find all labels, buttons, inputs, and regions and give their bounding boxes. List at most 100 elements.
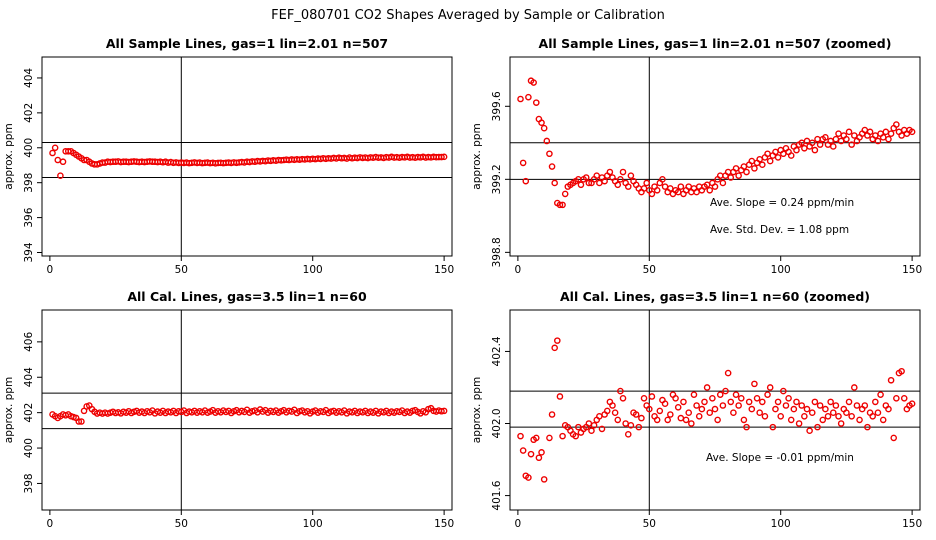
- data-point: [845, 398, 853, 406]
- y-tick-label: 400: [23, 438, 35, 458]
- data-point: [653, 186, 661, 194]
- data-point: [816, 141, 824, 148]
- data-point: [698, 405, 706, 413]
- data-point: [551, 179, 558, 187]
- y-tick-label: 398: [23, 173, 35, 193]
- y-tick-label: 404: [23, 367, 35, 387]
- data-point: [774, 398, 782, 406]
- data-point: [532, 434, 540, 442]
- data-point: [695, 413, 703, 420]
- y-axis-label: approx. ppm: [3, 123, 15, 189]
- data-point: [603, 407, 611, 415]
- data-point: [787, 152, 795, 159]
- annotation-text: Ave. Slope = -0.01 ppm/min: [706, 452, 854, 464]
- data-point: [887, 376, 895, 384]
- data-point: [853, 402, 861, 409]
- data-point: [795, 420, 803, 427]
- data-point: [893, 394, 900, 402]
- data-point: [572, 432, 580, 440]
- data-point: [719, 402, 727, 409]
- data-point: [540, 476, 548, 483]
- data-point: [438, 153, 445, 161]
- data-point: [751, 380, 758, 388]
- data-point: [887, 130, 895, 137]
- y-tick-label: 399.6: [491, 91, 503, 121]
- data-point: [843, 135, 850, 143]
- data-points: [49, 402, 448, 425]
- x-tick-label: 150: [902, 264, 922, 276]
- data-point: [440, 407, 448, 415]
- data-point: [627, 172, 635, 179]
- x-tick-label: 50: [175, 264, 188, 276]
- data-point: [690, 391, 698, 398]
- data-point: [653, 416, 661, 424]
- annotation-text: Ave. Slope = 0.24 ppm/min: [710, 197, 854, 209]
- data-point: [525, 474, 532, 481]
- data-point: [638, 414, 645, 422]
- data-points: [517, 337, 916, 483]
- x-tick-label: 50: [175, 518, 188, 530]
- data-point: [706, 186, 714, 194]
- y-tick-label: 394: [23, 242, 35, 262]
- data-point: [677, 183, 685, 190]
- y-tick-label: 399.2: [491, 164, 503, 194]
- y-tick-label: 406: [23, 332, 35, 352]
- x-tick-label: 0: [47, 518, 54, 530]
- panel-title: All Sample Lines, gas=1 lin=2.01 n=507 (…: [539, 36, 892, 51]
- data-point: [832, 402, 840, 409]
- data-point: [627, 422, 635, 429]
- data-point: [769, 423, 777, 431]
- data-point: [535, 454, 543, 462]
- data-point: [548, 163, 556, 170]
- data-point: [709, 394, 716, 402]
- data-point: [716, 391, 724, 398]
- data-point: [816, 402, 824, 409]
- data-point: [554, 337, 561, 344]
- data-point: [674, 403, 682, 411]
- data-point: [682, 416, 690, 424]
- data-point: [798, 402, 806, 409]
- data-point: [735, 172, 742, 179]
- data-point: [864, 423, 871, 431]
- data-point: [59, 158, 67, 166]
- data-point: [756, 409, 763, 417]
- data-point: [517, 95, 524, 103]
- chart-panel-2: All Sample Lines, gas=1 lin=2.01 n=507 (…: [471, 36, 922, 276]
- data-point: [525, 93, 532, 101]
- data-point: [611, 409, 619, 417]
- data-point: [667, 411, 674, 418]
- data-point: [845, 128, 853, 136]
- data-point: [685, 409, 693, 417]
- data-point: [57, 172, 64, 180]
- data-point: [819, 416, 827, 424]
- data-point: [522, 177, 530, 185]
- data-point: [793, 146, 800, 154]
- data-point: [727, 398, 735, 406]
- data-point: [614, 416, 622, 424]
- data-point: [582, 174, 590, 181]
- y-tick-label: 398.8: [491, 237, 503, 267]
- data-point: [438, 407, 445, 415]
- data-point: [590, 422, 598, 429]
- data-point: [766, 384, 774, 391]
- data-point: [780, 387, 787, 395]
- data-point: [877, 391, 884, 398]
- data-point: [693, 402, 700, 409]
- data-point: [624, 431, 632, 438]
- data-point: [843, 409, 850, 417]
- data-point: [530, 79, 537, 86]
- x-tick-label: 150: [434, 518, 454, 530]
- data-point: [806, 427, 813, 435]
- data-point: [635, 423, 643, 431]
- data-point: [517, 432, 524, 440]
- data-point: [556, 393, 564, 400]
- data-point: [869, 413, 876, 420]
- data-point: [743, 168, 750, 176]
- data-point: [559, 432, 566, 440]
- y-tick-label: 401.6: [491, 480, 503, 510]
- data-point: [850, 384, 858, 391]
- data-point: [740, 416, 748, 424]
- data-point: [577, 181, 585, 189]
- data-point: [874, 409, 882, 417]
- data-point: [848, 141, 855, 148]
